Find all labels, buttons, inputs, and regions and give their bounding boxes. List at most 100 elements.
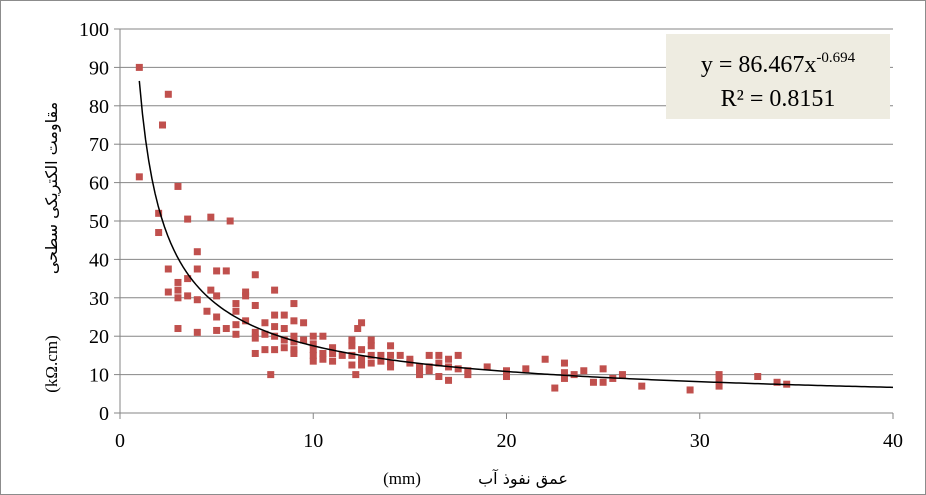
- data-point-122: [560, 374, 568, 382]
- y-tick-labels: 0 10 20 30 40 50 60 70 80 90 100: [79, 19, 109, 425]
- data-point-75: [348, 336, 356, 344]
- data-point-54: [280, 344, 288, 352]
- x-axis-title-text: عمق نفوذ آب: [478, 469, 568, 489]
- data-point-112: [464, 367, 472, 375]
- data-point-44: [261, 346, 269, 354]
- data-point-79: [352, 371, 360, 379]
- data-point-60: [290, 349, 298, 357]
- x-axis-title-unit: (mm): [383, 469, 421, 488]
- x-axis-title: عمق نفوذ آب (mm): [383, 469, 568, 489]
- data-point-7: [164, 288, 172, 296]
- data-point-13: [184, 215, 192, 223]
- data-point-22: [207, 286, 215, 294]
- y-tick-80: 80: [89, 96, 109, 118]
- data-point-28: [222, 325, 230, 333]
- data-point-86: [367, 342, 375, 350]
- data-point-31: [232, 307, 240, 315]
- data-point-26: [213, 326, 221, 334]
- data-point-133: [715, 374, 723, 382]
- data-point-3: [155, 229, 163, 237]
- data-point-91: [387, 342, 395, 350]
- data-point-21: [207, 213, 215, 221]
- data-point-32: [232, 321, 240, 329]
- data-point-55: [290, 300, 298, 308]
- data-point-12: [174, 325, 182, 333]
- data-point-119: [551, 384, 559, 392]
- data-point-4: [159, 121, 167, 129]
- trendline-equation-box: y = 86.467x-0.694 R² = 0.8151: [666, 34, 890, 119]
- x-tick-20: 20: [497, 430, 517, 452]
- data-point-43: [261, 330, 269, 338]
- data-point-83: [358, 355, 366, 363]
- data-point-77: [348, 351, 356, 359]
- x-tick-0: 0: [115, 430, 125, 452]
- data-point-98: [416, 363, 424, 371]
- x-tick-10: 10: [303, 430, 323, 452]
- y-tick-70: 70: [89, 134, 109, 156]
- data-point-74: [338, 351, 346, 359]
- data-point-92: [387, 351, 395, 359]
- data-point-65: [309, 346, 317, 354]
- data-point-124: [580, 367, 588, 375]
- data-point-117: [522, 365, 530, 373]
- data-point-72: [329, 349, 337, 357]
- data-point-41: [251, 349, 259, 357]
- data-point-76: [348, 342, 356, 350]
- data-point-93: [387, 359, 395, 367]
- data-point-131: [686, 386, 694, 394]
- x-tick-40: 40: [883, 430, 903, 452]
- gridlines: [120, 28, 893, 376]
- data-point-129: [618, 371, 626, 379]
- data-point-34: [242, 288, 250, 296]
- y-axis-title: مقاومت الکتریکی سطحی (kΩ.cm): [42, 102, 62, 393]
- data-point-57: [290, 332, 298, 340]
- y-tick-50: 50: [89, 211, 109, 233]
- data-point-61: [300, 319, 308, 327]
- data-point-63: [309, 332, 317, 340]
- y-tick-0: 0: [99, 403, 109, 425]
- y-tick-100: 100: [79, 19, 109, 41]
- data-point-116: [503, 373, 510, 381]
- data-point-48: [271, 323, 279, 331]
- data-point-40: [251, 334, 259, 342]
- data-point-132: [715, 371, 723, 379]
- data-point-84: [358, 361, 366, 369]
- data-point-10: [174, 286, 182, 294]
- data-point-82: [358, 346, 366, 354]
- data-point-29: [226, 217, 234, 225]
- x-tick-30: 30: [690, 430, 710, 452]
- data-point-0: [135, 63, 143, 71]
- data-point-136: [773, 378, 781, 386]
- data-point-80: [354, 325, 362, 333]
- data-point-123: [570, 371, 578, 379]
- y-tick-30: 30: [89, 288, 109, 310]
- data-point-35: [242, 292, 250, 300]
- data-point-59: [290, 346, 298, 354]
- data-point-18: [193, 296, 201, 304]
- y-tick-40: 40: [89, 249, 109, 271]
- data-point-30: [232, 300, 240, 308]
- data-point-68: [319, 332, 327, 340]
- axes: [114, 28, 894, 419]
- data-point-1: [135, 173, 143, 181]
- data-point-25: [213, 313, 221, 321]
- data-point-110: [454, 351, 462, 359]
- data-point-9: [174, 278, 182, 286]
- data-point-100: [416, 371, 424, 379]
- data-point-39: [251, 328, 259, 336]
- data-point-69: [319, 349, 327, 357]
- y-tick-60: 60: [89, 173, 109, 195]
- data-point-126: [599, 365, 607, 373]
- equation-exponent: -0.694: [816, 50, 855, 66]
- data-point-67: [309, 357, 317, 365]
- data-point-104: [435, 351, 443, 359]
- data-point-99: [416, 367, 424, 375]
- y-tick-10: 10: [89, 365, 109, 387]
- data-point-17: [193, 265, 201, 273]
- data-point-114: [483, 363, 491, 371]
- data-point-85: [367, 336, 375, 344]
- data-point-106: [435, 373, 443, 381]
- data-point-89: [377, 351, 385, 359]
- data-point-95: [396, 351, 404, 359]
